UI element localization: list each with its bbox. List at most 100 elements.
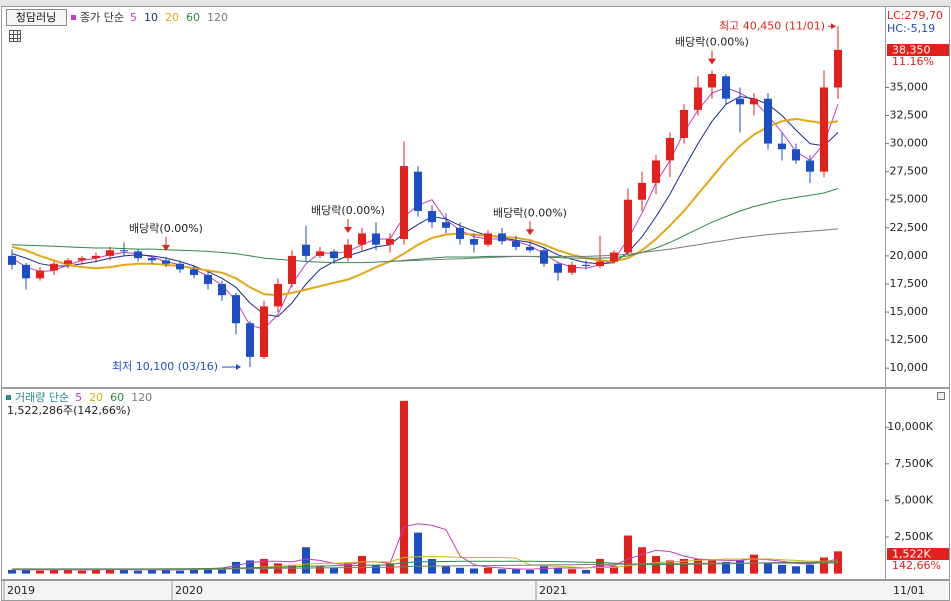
candle-body bbox=[610, 252, 618, 262]
legend-entry: 120 bbox=[207, 11, 228, 24]
volume-bar bbox=[148, 569, 156, 574]
moving-average bbox=[11, 95, 839, 318]
candle-body bbox=[246, 323, 254, 357]
volume-bar bbox=[302, 547, 310, 574]
candle-body bbox=[652, 160, 660, 183]
legend-entry: 60 bbox=[110, 391, 124, 404]
volume-bar bbox=[722, 561, 730, 574]
ex-dividend-arrow bbox=[344, 227, 352, 234]
candle-body bbox=[568, 264, 576, 273]
volume-bar bbox=[764, 563, 772, 574]
volume-bar bbox=[834, 551, 842, 574]
candle-body bbox=[750, 98, 758, 105]
change-label: 11.16% bbox=[892, 55, 934, 68]
y-tick-label: 12,500 bbox=[890, 333, 929, 346]
y-tick-label: 15,000 bbox=[890, 305, 929, 318]
volume-bar bbox=[386, 563, 394, 574]
y-tick-label: 32,500 bbox=[890, 109, 929, 122]
candle-body bbox=[260, 306, 268, 357]
candle-body bbox=[386, 239, 394, 245]
legend-entry: 5 bbox=[130, 11, 137, 24]
volume-bar bbox=[344, 563, 352, 574]
candle-body bbox=[428, 210, 436, 223]
x-axis-strip bbox=[1, 580, 950, 601]
last-price-box bbox=[887, 44, 949, 56]
y-tick-label: 10,000K bbox=[887, 420, 933, 433]
candle-body bbox=[834, 49, 842, 88]
ex-dividend-label: 배당락(0.00%) bbox=[311, 204, 385, 217]
volume-bar bbox=[218, 567, 226, 574]
lc-label: LC:279,70 bbox=[887, 9, 943, 22]
hc-label: HC:-5,19 bbox=[887, 22, 935, 35]
candle-body bbox=[806, 160, 814, 172]
candle-body bbox=[288, 255, 296, 284]
volume-bar bbox=[92, 569, 100, 574]
volume-bar bbox=[8, 569, 16, 574]
panel-button[interactable] bbox=[937, 392, 945, 400]
volume-bar bbox=[470, 568, 478, 574]
candle-body bbox=[36, 270, 44, 279]
x-tick-label: 2019 bbox=[7, 584, 35, 597]
ex-dividend-label: 배당락(0.00%) bbox=[675, 36, 749, 49]
volume-bar bbox=[512, 569, 520, 574]
date-label: 11/01 bbox=[893, 584, 925, 597]
volume-bar bbox=[456, 567, 464, 574]
last-volume-label: 1,522K bbox=[892, 548, 931, 561]
candle-body bbox=[148, 258, 156, 261]
volume-bar bbox=[372, 564, 380, 574]
volume-pct-label: 142,66% bbox=[892, 559, 941, 572]
candle-body bbox=[92, 255, 100, 259]
volume-bar bbox=[246, 560, 254, 574]
ex-dividend-arrow bbox=[526, 229, 534, 236]
candle-body bbox=[792, 149, 800, 161]
candle-body bbox=[624, 199, 632, 253]
legend-entry: 60 bbox=[186, 11, 200, 24]
ex-dividend-arrow bbox=[708, 58, 716, 65]
x-tick-label: 2020 bbox=[175, 584, 203, 597]
stock-name: 청담러닝 bbox=[16, 11, 56, 24]
candle-body bbox=[694, 87, 702, 110]
candle-body bbox=[680, 109, 688, 138]
y-tick-label: 5,000K bbox=[894, 493, 933, 506]
candle-body bbox=[484, 233, 492, 245]
volume-bar bbox=[806, 564, 814, 574]
candle-body bbox=[470, 239, 478, 245]
volume-bar bbox=[64, 569, 72, 574]
stock-name-box[interactable] bbox=[6, 9, 67, 26]
y-tick-label: 20,000 bbox=[890, 249, 929, 262]
grid-icon[interactable] bbox=[9, 30, 21, 42]
volume-bar bbox=[694, 558, 702, 574]
candle-body bbox=[512, 241, 520, 247]
volume-bar bbox=[442, 566, 450, 574]
y-tick-label: 10,000 bbox=[890, 361, 929, 374]
candle-body bbox=[820, 87, 828, 172]
ex-dividend-arrow bbox=[162, 245, 170, 252]
volume-bar bbox=[568, 569, 576, 574]
volume-bar bbox=[78, 570, 86, 574]
volume-bar bbox=[120, 569, 128, 574]
volume-bar bbox=[750, 554, 758, 574]
volume-bar bbox=[358, 556, 366, 574]
volume-average bbox=[12, 562, 838, 570]
candle-body bbox=[106, 250, 114, 256]
candle-body bbox=[372, 233, 380, 245]
legend-entry: 5 bbox=[75, 391, 82, 404]
top-strip bbox=[0, 0, 951, 6]
moving-average bbox=[11, 188, 839, 264]
last-volume-box bbox=[887, 548, 949, 560]
candle-body bbox=[120, 250, 128, 252]
legend-title: 거래량 단순 bbox=[15, 391, 69, 404]
volume-bar bbox=[610, 566, 618, 574]
candle-body bbox=[596, 261, 604, 266]
candle-body bbox=[330, 251, 338, 259]
candle-body bbox=[442, 222, 450, 228]
volume-bar bbox=[680, 558, 688, 574]
volume-bar bbox=[414, 532, 422, 574]
min-arrow-head bbox=[236, 364, 241, 371]
volume-axis-panel bbox=[885, 388, 950, 580]
volume-bar bbox=[316, 566, 324, 574]
ex-dividend-label: 배당락(0.00%) bbox=[129, 222, 203, 235]
candle-body bbox=[78, 258, 86, 261]
max-label: 최고 40,450 (11/01) bbox=[719, 19, 825, 32]
